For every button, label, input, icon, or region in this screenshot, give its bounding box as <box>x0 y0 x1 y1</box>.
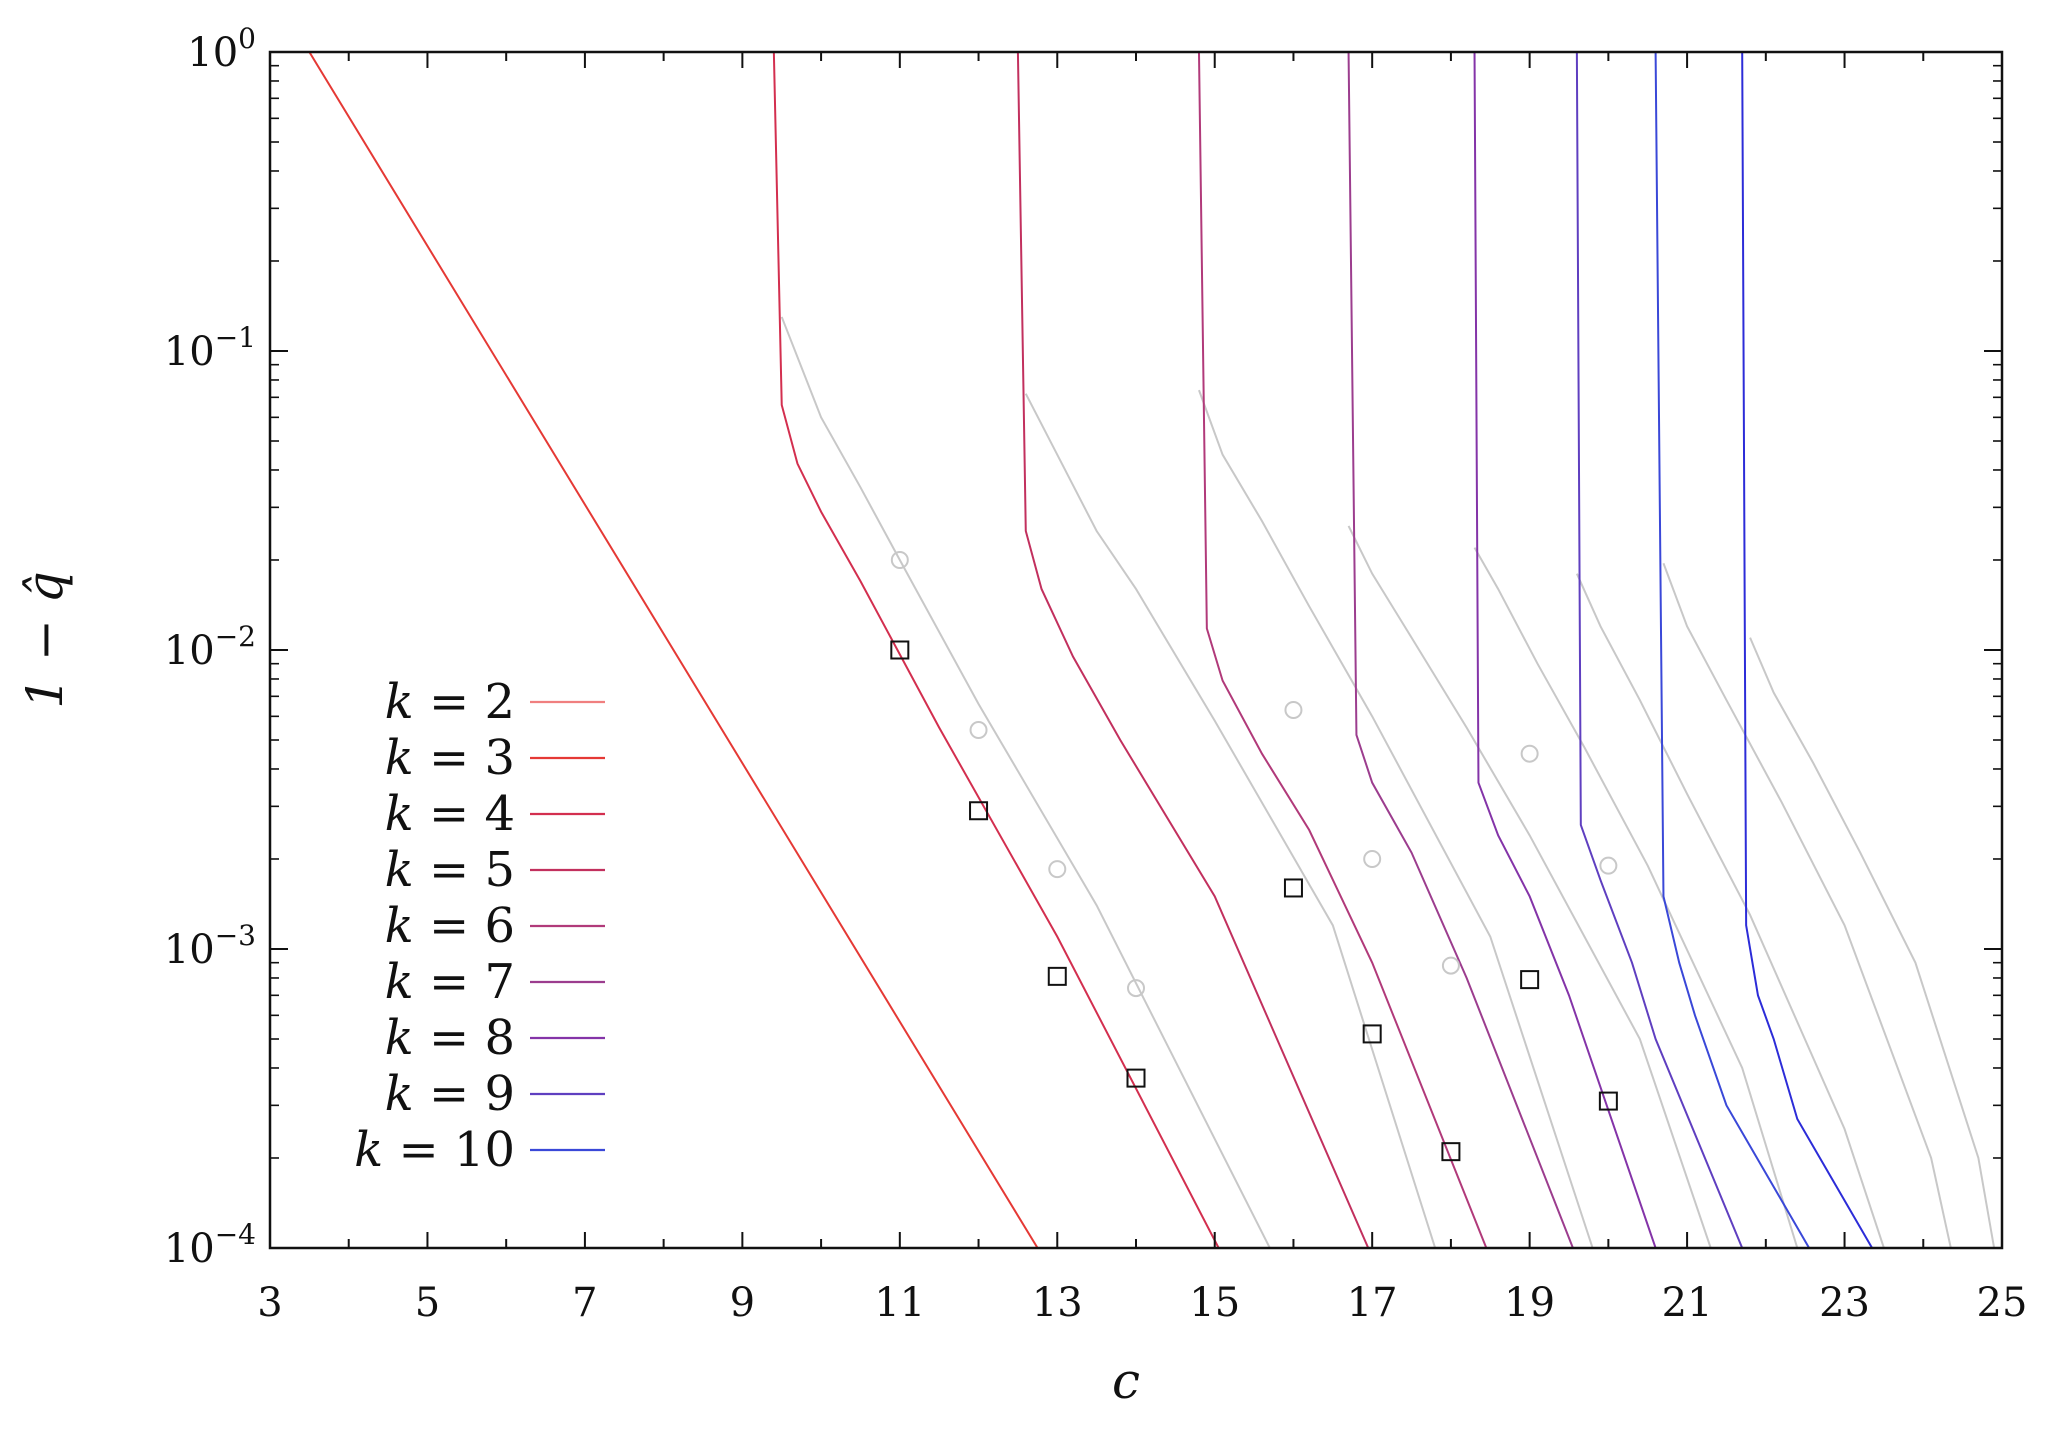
square-marker-4 <box>1126 1068 1146 1088</box>
x-tick-label: 13 <box>1032 1280 1083 1326</box>
y-tick-label: 10−4 <box>164 1218 256 1272</box>
x-tick-label: 11 <box>874 1280 925 1326</box>
circle-marker-8 <box>1520 744 1539 763</box>
circle-marker-1 <box>890 550 909 569</box>
gray-curve-4 <box>1347 525 1712 1248</box>
series-line-k9 <box>1575 52 1744 1248</box>
circle-marker-5 <box>1284 700 1303 719</box>
legend-label-k10: k = 10 <box>354 1122 515 1178</box>
gray-curve-7 <box>1662 562 1952 1248</box>
gray-curve-8 <box>1749 637 1996 1248</box>
y-tick-label: 10−1 <box>164 321 256 375</box>
x-tick-label: 23 <box>1819 1280 1870 1326</box>
square-marker-1 <box>890 640 910 660</box>
square-marker-6 <box>1362 1024 1382 1044</box>
circle-marker-9 <box>1599 856 1618 875</box>
legend-label-k4: k = 4 <box>385 786 515 842</box>
curves-group <box>301 52 1996 1248</box>
series-line-k4 <box>772 52 1220 1248</box>
series-line-k3 <box>301 52 1039 1248</box>
circle-marker-3 <box>1048 860 1067 879</box>
legend-label-k5: k = 5 <box>385 842 515 898</box>
series-line-k8 <box>1473 52 1657 1248</box>
x-tick-label: 7 <box>572 1280 597 1326</box>
x-tick-label: 25 <box>1977 1280 2028 1326</box>
square-marker-8 <box>1520 970 1540 990</box>
gray-curve-2 <box>1024 393 1437 1248</box>
circle-marker-6 <box>1363 849 1382 868</box>
y-tick-label: 10−3 <box>164 919 256 973</box>
x-tick-label: 17 <box>1347 1280 1398 1326</box>
circle-marker-7 <box>1441 956 1460 975</box>
x-axis-label: c <box>1112 1352 1140 1410</box>
series-line-k11 <box>1741 52 1873 1248</box>
series-line-k6 <box>1197 52 1488 1248</box>
legend-label-k9: k = 9 <box>385 1066 515 1122</box>
y-axis-label: 1 − q̂ <box>16 571 74 709</box>
square-marker-2 <box>969 801 989 821</box>
legend-label-k3: k = 3 <box>385 730 515 786</box>
series-line-k10 <box>1654 52 1810 1248</box>
gray-curve-1 <box>780 316 1271 1248</box>
x-tick-label: 3 <box>257 1280 282 1326</box>
square-marker-9 <box>1598 1091 1618 1111</box>
square-marker-5 <box>1283 878 1303 898</box>
legend-label-k2: k = 2 <box>385 674 515 730</box>
gray-curve-5 <box>1473 547 1799 1248</box>
series-line-k5 <box>1016 52 1370 1248</box>
y-tick-label: 100 <box>187 22 256 76</box>
y-tick-label: 10−2 <box>164 620 256 674</box>
square-marker-7 <box>1441 1142 1461 1162</box>
circle-marker-4 <box>1127 979 1145 998</box>
circle-marker-2 <box>969 721 988 740</box>
gray-curve-3 <box>1198 389 1594 1248</box>
x-tick-label: 21 <box>1662 1280 1713 1326</box>
legend-label-k6: k = 6 <box>385 898 515 954</box>
legend-label-k8: k = 8 <box>385 1010 515 1066</box>
series-line-k7 <box>1347 52 1574 1248</box>
legend-label-k7: k = 7 <box>385 954 515 1010</box>
x-tick-label: 19 <box>1504 1280 1555 1326</box>
x-tick-label: 15 <box>1189 1280 1240 1326</box>
square-marker-3 <box>1047 966 1067 986</box>
x-tick-label: 5 <box>415 1280 440 1326</box>
legend: k = 2k = 3k = 4k = 5k = 6k = 7k = 8k = 9… <box>354 674 605 1178</box>
x-tick-label: 9 <box>730 1280 755 1326</box>
gray-curve-6 <box>1575 573 1885 1248</box>
